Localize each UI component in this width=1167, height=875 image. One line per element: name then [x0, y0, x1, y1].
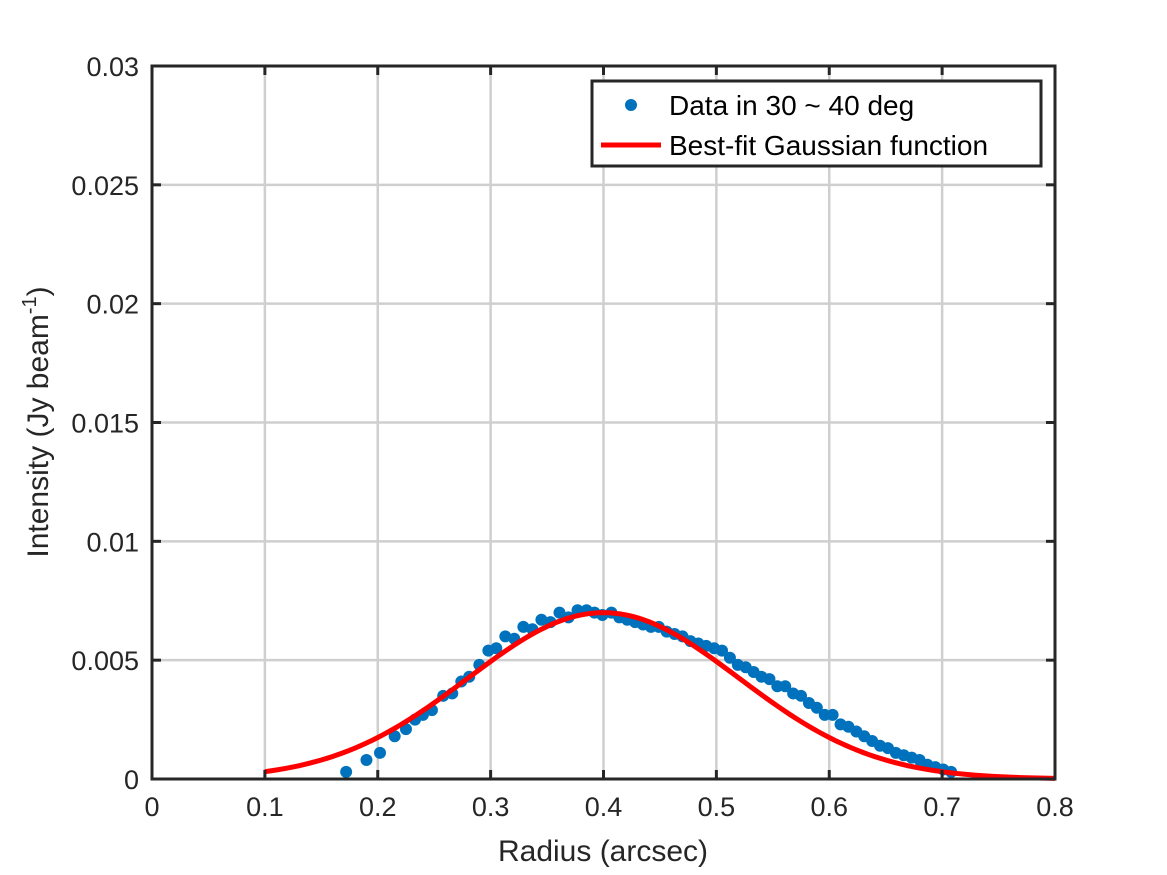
x-tick-label: 0.8	[1036, 792, 1074, 822]
fit-curve-layer	[264, 610, 1056, 781]
x-tick-label: 0.3	[472, 792, 510, 822]
x-tick-labels: 0 0.1 0.2 0.3 0.4 0.5 0.6 0.7 0.8	[144, 792, 1073, 822]
data-point	[553, 606, 566, 619]
y-axis-label: Intensity (Jy beam-1)	[19, 286, 55, 557]
data-point	[779, 680, 792, 693]
legend-marker-data	[625, 99, 637, 111]
data-point	[499, 630, 512, 643]
y-tick-labels: 0 0.005 0.01 0.015 0.02 0.025 0.03	[71, 52, 139, 795]
grid	[152, 66, 1055, 779]
data-point	[795, 689, 808, 702]
data-point	[763, 673, 776, 686]
y-tick-label: 0.03	[86, 52, 139, 82]
x-tick-label: 0.7	[923, 792, 961, 822]
data-point	[517, 620, 530, 633]
data-point	[340, 765, 353, 778]
data-point	[360, 753, 373, 766]
x-tick-label: 0.5	[698, 792, 736, 822]
legend-label-fit: Best-fit Gaussian function	[669, 130, 988, 161]
legend-box	[590, 79, 1043, 168]
y-axis-label-close: )	[22, 286, 55, 296]
y-tick-label: 0.01	[86, 527, 139, 557]
x-tick-label: 0.4	[585, 792, 623, 822]
data-point	[826, 708, 839, 721]
x-tick-label: 0	[144, 792, 159, 822]
data-point	[810, 701, 823, 714]
y-tick-label: 0.005	[71, 646, 139, 676]
x-tick-label: 0.2	[359, 792, 397, 822]
x-tick-label: 0.1	[246, 792, 284, 822]
x-axis-label: Radius (arcsec)	[498, 835, 708, 868]
y-axis-label-main: Intensity (Jy beam	[22, 314, 55, 557]
y-tick-label: 0	[124, 765, 139, 795]
data-point	[490, 642, 503, 655]
y-tick-label: 0.025	[71, 171, 139, 201]
fit-curve	[264, 610, 1056, 781]
x-tick-label: 0.6	[810, 792, 848, 822]
legend: Data in 30 ~ 40 deg Best-fit Gaussian fu…	[590, 79, 1043, 168]
y-tick-label: 0.015	[71, 409, 139, 439]
y-axis-label-sup: -1	[19, 296, 41, 314]
data-point	[716, 644, 729, 657]
legend-label-data: Data in 30 ~ 40 deg	[669, 90, 914, 121]
data-point	[374, 746, 387, 759]
axis-ticks	[150, 64, 1057, 781]
y-tick-label: 0.02	[86, 290, 139, 320]
data-point	[723, 651, 736, 664]
data-point	[388, 730, 401, 743]
data-point	[535, 613, 548, 626]
